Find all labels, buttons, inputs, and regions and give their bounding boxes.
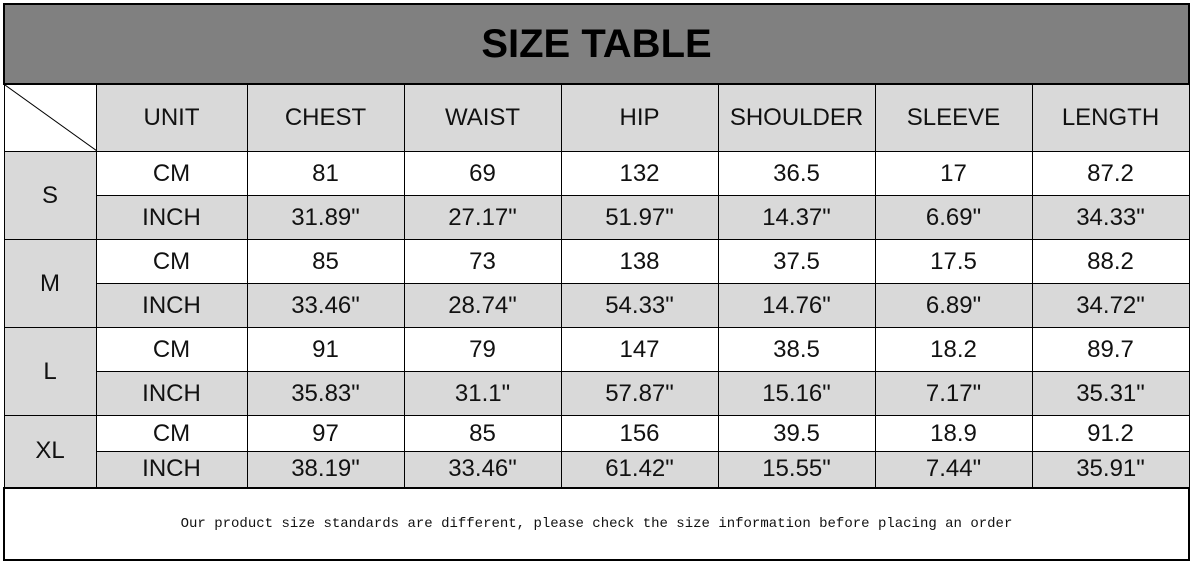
value-cell: 17.5: [874, 239, 1033, 284]
value-cell: 35.83": [246, 371, 405, 416]
value-cell: 18.2: [874, 327, 1033, 372]
table-row: M CM 85 73 138 37.5 17.5 88.2: [3, 239, 1190, 328]
unit-cell: CM: [95, 151, 248, 196]
unit-cell: INCH: [95, 283, 248, 328]
value-cell: 35.91": [1031, 451, 1190, 488]
size-label: S: [3, 151, 97, 240]
header-row: UNIT CHEST WAIST HIP SHOULDER SLEEVE LENGTH: [3, 83, 1190, 152]
diagonal-divider: [5, 85, 95, 151]
value-cell: 88.2: [1031, 239, 1190, 284]
value-cell: 73: [403, 239, 562, 284]
value-cell: 18.9: [874, 415, 1033, 452]
unit-cell: INCH: [95, 195, 248, 240]
value-cell: 33.46": [246, 283, 405, 328]
column-header-sleeve: SLEEVE: [874, 83, 1033, 152]
value-cell: 36.5: [717, 151, 876, 196]
value-cell: 33.46": [403, 451, 562, 488]
value-cell: 85: [246, 239, 405, 284]
column-header-chest: CHEST: [246, 83, 405, 152]
value-cell: 15.16": [717, 371, 876, 416]
column-header-hip: HIP: [560, 83, 719, 152]
value-cell: 87.2: [1031, 151, 1190, 196]
table-row: L CM 91 79 147 38.5 18.2 89.7: [3, 327, 1190, 416]
value-cell: 57.87": [560, 371, 719, 416]
value-cell: 34.33": [1031, 195, 1190, 240]
size-label: L: [3, 327, 97, 416]
table-title: SIZE TABLE: [3, 3, 1190, 85]
table-row: INCH 35.83" 31.1" 57.87" 15.16" 7.17" 35.31": [4, 371, 1190, 416]
value-cell: 35.31": [1031, 371, 1190, 416]
table-row: INCH 38.19" 33.46" 61.42" 15.55" 7.44" 35.91": [4, 451, 1190, 488]
value-cell: 15.55": [717, 451, 876, 488]
value-cell: 7.44": [874, 451, 1033, 488]
value-cell: 91: [246, 327, 405, 372]
table-row: INCH 33.46" 28.74" 54.33" 14.76" 6.89" 34.72": [4, 283, 1190, 328]
value-cell: 28.74": [403, 283, 562, 328]
value-cell: 38.19": [246, 451, 405, 488]
table-row: XL CM 97 85 156 39.5 18.9 91.2: [3, 415, 1190, 488]
value-cell: 31.89": [246, 195, 405, 240]
value-cell: 97: [246, 415, 405, 452]
value-cell: 37.5: [717, 239, 876, 284]
value-cell: 89.7: [1031, 327, 1190, 372]
value-cell: 61.42": [560, 451, 719, 488]
table-row: S CM 81 69 132 36.5 17 87.2: [3, 151, 1190, 240]
size-label: XL: [3, 415, 97, 488]
value-cell: 85: [403, 415, 562, 452]
unit-cell: CM: [95, 415, 248, 452]
column-header-length: LENGTH: [1031, 83, 1190, 152]
value-cell: 7.17": [874, 371, 1033, 416]
value-cell: 6.69": [874, 195, 1033, 240]
unit-cell: CM: [95, 239, 248, 284]
value-cell: 132: [560, 151, 719, 196]
value-cell: 156: [560, 415, 719, 452]
value-cell: 31.1": [403, 371, 562, 416]
value-cell: 51.97": [560, 195, 719, 240]
value-cell: 69: [403, 151, 562, 196]
value-cell: 17: [874, 151, 1033, 196]
value-cell: 14.76": [717, 283, 876, 328]
value-cell: 39.5: [717, 415, 876, 452]
value-cell: 81: [246, 151, 405, 196]
unit-cell: CM: [95, 327, 248, 372]
value-cell: 79: [403, 327, 562, 372]
value-cell: 14.37": [717, 195, 876, 240]
value-cell: 34.72": [1031, 283, 1190, 328]
table-row: INCH 31.89" 27.17" 51.97" 14.37" 6.69" 34.33": [4, 195, 1190, 240]
unit-cell: INCH: [95, 451, 248, 488]
value-cell: 91.2: [1031, 415, 1190, 452]
corner-cell: [3, 83, 97, 152]
column-header-unit: UNIT: [95, 83, 248, 152]
value-cell: 54.33": [560, 283, 719, 328]
size-label: M: [3, 239, 97, 328]
column-header-shoulder: SHOULDER: [717, 83, 876, 152]
unit-cell: INCH: [95, 371, 248, 416]
size-note: Our product size standards are different…: [3, 486, 1190, 561]
value-cell: 138: [560, 239, 719, 284]
column-header-waist: WAIST: [403, 83, 562, 152]
value-cell: 38.5: [717, 327, 876, 372]
value-cell: 147: [560, 327, 719, 372]
value-cell: 6.89": [874, 283, 1033, 328]
value-cell: 27.17": [403, 195, 562, 240]
size-table: SIZE TABLE UNIT CHEST WAIST HIP SHOULDER SLEE…: [3, 3, 1190, 561]
